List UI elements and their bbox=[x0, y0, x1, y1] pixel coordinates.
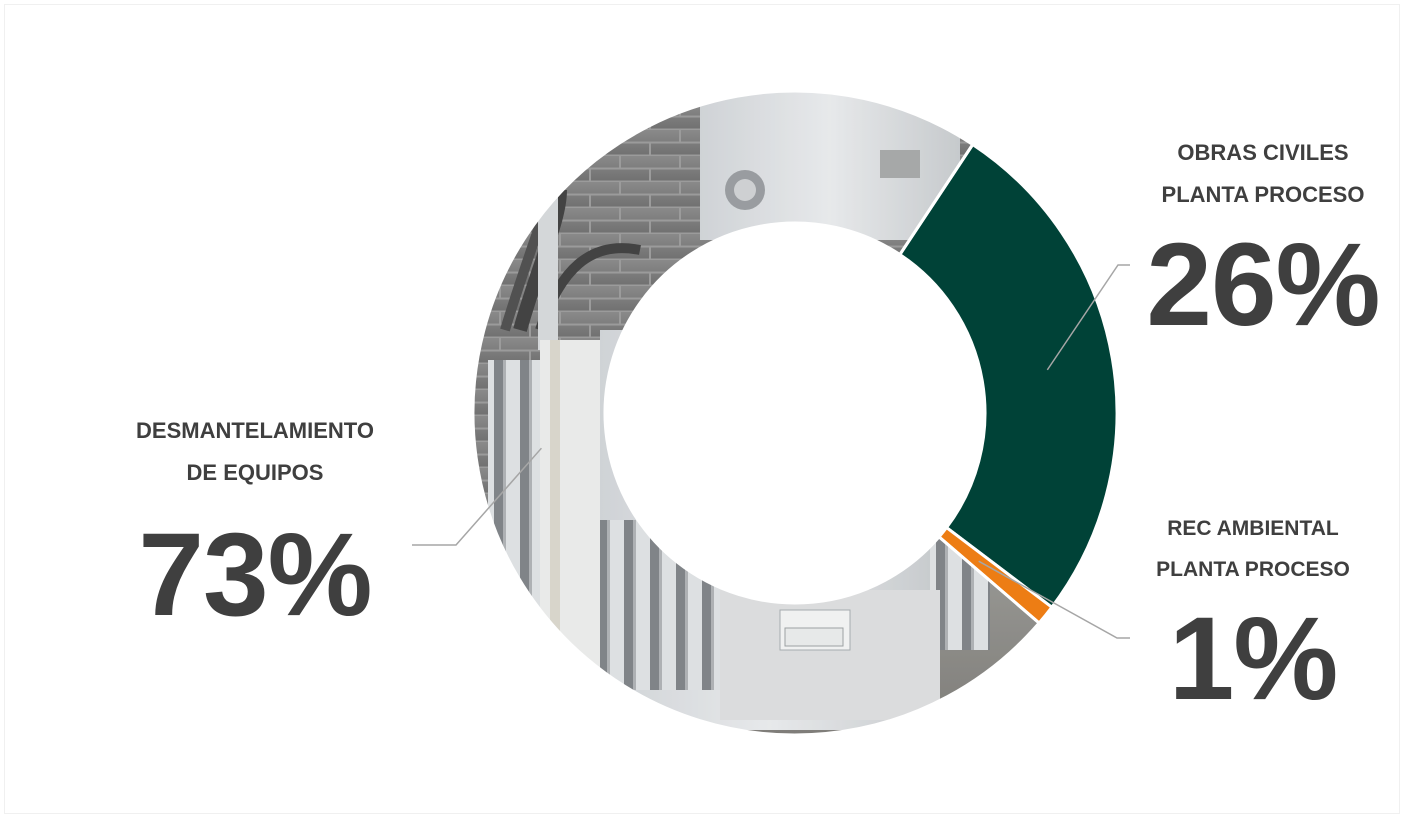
leader-line bbox=[978, 560, 1130, 639]
donut-hole bbox=[606, 224, 984, 602]
percentage-label: 26% bbox=[1146, 219, 1380, 351]
category-label: PLANTA PROCESO bbox=[1156, 558, 1350, 581]
category-label: DESMANTELAMIENTO bbox=[136, 418, 374, 443]
leader-line bbox=[412, 447, 542, 546]
percentage-label: 73% bbox=[138, 509, 372, 641]
percentage-label: 1% bbox=[1168, 593, 1339, 725]
leader-line bbox=[1046, 264, 1130, 371]
label-obras-civiles: OBRAS CIVILES PLANTA PROCESO 26% bbox=[1128, 140, 1398, 351]
slice-obras-civiles bbox=[897, 142, 1119, 610]
category-label: DE EQUIPOS bbox=[186, 460, 324, 485]
category-label: REC AMBIENTAL bbox=[1167, 517, 1339, 540]
slice-desmantelamiento-outline bbox=[471, 89, 1042, 737]
chart-frame bbox=[4, 4, 1400, 814]
label-rec-ambiental: REC AMBIENTAL PLANTA PROCESO 1% bbox=[1118, 518, 1388, 718]
category-label: OBRAS CIVILES bbox=[1177, 140, 1349, 165]
category-label: PLANTA PROCESO bbox=[1161, 182, 1365, 207]
label-desmantelamiento: DESMANTELAMIENTO DE EQUIPOS 73% bbox=[110, 418, 400, 641]
